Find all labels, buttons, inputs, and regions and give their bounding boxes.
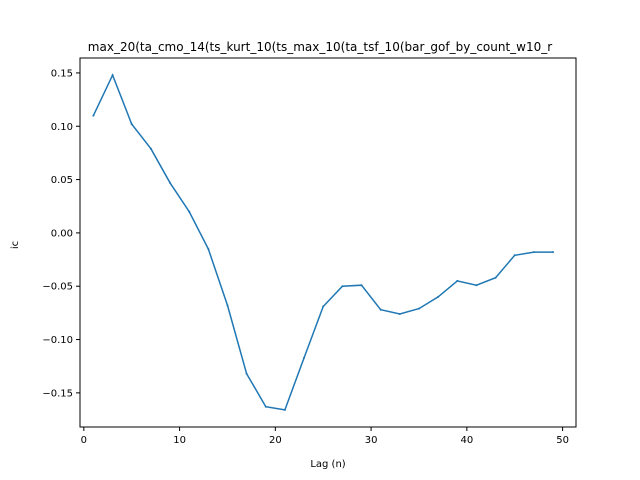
x-tick-label: 40	[460, 435, 473, 446]
data-point	[475, 284, 478, 287]
chart-title: max_20(ta_cmo_14(ts_kurt_10(ts_max_10(ta…	[88, 40, 552, 54]
data-point	[437, 295, 440, 298]
y-tick-label: −0.15	[42, 388, 73, 399]
x-tick-label: 20	[269, 435, 282, 446]
data-point	[494, 276, 497, 279]
data-point	[552, 251, 554, 254]
data-point	[111, 74, 114, 77]
data-point	[360, 284, 363, 287]
y-tick-label: −0.05	[42, 282, 73, 293]
data-point	[245, 372, 248, 375]
y-tick-label: 0.10	[51, 122, 73, 133]
data-point	[188, 210, 191, 213]
x-axis-ticks: 0 10 20 30 40 50	[81, 427, 569, 446]
data-point	[303, 356, 306, 359]
y-tick-label: 0.15	[51, 68, 73, 79]
y-axis-ticks: −0.15 −0.10 −0.05 0.00 0.05 0.10 0.15	[42, 68, 80, 399]
y-tick-label: 0.05	[51, 175, 73, 186]
data-point	[379, 308, 382, 311]
data-point	[322, 305, 325, 308]
data-point	[418, 307, 420, 310]
x-tick-label: 30	[365, 435, 378, 446]
x-tick-label: 10	[173, 435, 186, 446]
data-point	[532, 251, 535, 254]
data-point	[92, 114, 95, 117]
series-line-0	[92, 73, 553, 411]
data-point	[226, 304, 229, 307]
plot-frame	[79, 57, 577, 428]
x-axis-label: Lag (n)	[310, 459, 345, 470]
data-point	[264, 405, 267, 408]
data-point	[169, 181, 171, 184]
data-point	[456, 279, 459, 282]
y-tick-label: 0.00	[51, 228, 73, 239]
data-point	[341, 285, 344, 288]
plot-area	[92, 73, 554, 411]
data-point	[207, 247, 210, 250]
y-tick-label: −0.10	[42, 335, 73, 346]
data-point	[513, 254, 516, 257]
data-point	[283, 408, 286, 411]
data-point	[130, 123, 133, 126]
y-axis-label: ic	[10, 241, 21, 249]
x-tick-label: 50	[556, 435, 569, 446]
data-point	[149, 147, 152, 150]
x-tick-label: 0	[81, 435, 87, 446]
data-point	[398, 313, 401, 315]
